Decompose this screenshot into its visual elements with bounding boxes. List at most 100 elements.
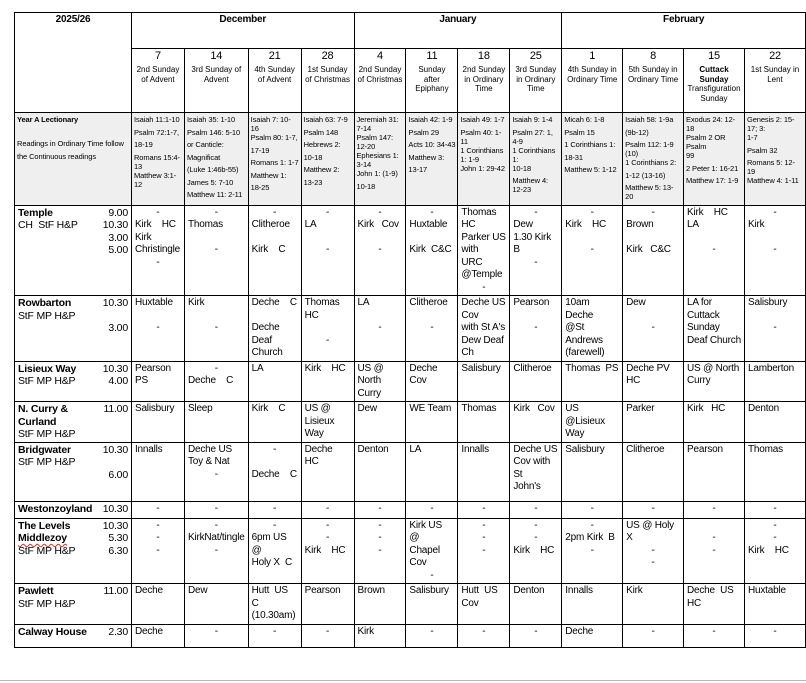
cell-temple-2: - Clitheroe Kirk C [247,204,302,296]
lectionary-readings-cell: Exodus 24: 12-18 Psalm 2 OR Psalm 99 2 Pete… [683,112,745,206]
row-calway-house: Calway House 2.30 Deche - - - Kirk - - - Deche - - - [14,623,806,648]
cell-westonzoyland-6: - [457,500,511,519]
row-n-curry-curland: N. Curry & Curland StF MP H&P 11.00 Salisbu… [14,401,806,443]
cell-lisieux-way-5: Deche Cov [405,360,459,402]
cell-temple-10: Kirk HC LA - [683,204,745,296]
church-label-temple: Temple CH StF H&P 9.00 10.30 3.00 5.00 [14,204,132,296]
cell-bridgwater-4: Denton [353,441,407,502]
cell-calway-house-10: - [683,623,745,648]
cell-pawlett-9: Kirk [622,583,684,625]
cell-westonzoyland-7: - [509,500,563,519]
cell-temple-4: - Kirk Cov - [353,204,407,296]
date-header: 4 2nd Sunday of Christmas [353,48,407,113]
row-pawlett: Pawlett StF MP H&P 11.00 Deche Dew Hutt US C(… [14,583,806,625]
cell-pawlett-8: Innalls [561,583,624,625]
cell-bridgwater-8: Salisbury [561,441,624,502]
date-header: 25 3rd Sunday in Ordinary Time [509,48,563,113]
cell-temple-8: - Kirk HC - [561,204,624,296]
cell-rowbarton-2: Deche C Deche Deaf Church [247,295,302,362]
month-header-row: 2025/26 December January February [14,12,806,113]
month-header: February [561,12,806,49]
service-times: 11.00 [103,585,128,597]
cell-n-curry-curland-4: Dew [353,401,407,443]
date-header: 18 2nd Sunday in Ordinary Time [457,48,511,113]
cell-temple-9: - Brown Kirk C&C [622,204,684,296]
cell-rowbarton-5: Clitheroe - [405,295,459,362]
month-header: December [130,12,355,49]
cell-bridgwater-5: LA [405,441,459,502]
service-times: 10.30 3.00 [102,297,128,334]
cell-rowbarton-3: Thomas HC - [300,295,355,362]
church-label-westonzoyland: Westonzoyland 10.30 [14,500,132,519]
cell-lisieux-way-6: Salisbury [457,360,511,402]
cell-n-curry-curland-10: Kirk HC [683,401,745,443]
cell-westonzoyland-9: - [622,500,684,519]
main-schedule-table-container: 2025/26 December January February 7 2nd Sunda… [14,12,806,648]
cell-rowbarton-8: 10am Deche @St Andrews (farewell) [561,295,624,362]
table-separator [0,679,806,681]
cell-rowbarton-1: Kirk - [183,295,249,362]
cell-bridgwater-2: - Deche C [247,441,302,502]
lectionary-readings-cell: Isaiah 11:1-10 Psalm 72:1-7, 18-19 Romans 1… [130,112,185,206]
service-times: 10.30 4.00 [102,362,128,388]
cell-rowbarton-9: Dew - [622,295,684,362]
cell-bridgwater-9: Clitheroe [622,441,684,502]
cell-westonzoyland-3: - [300,500,355,519]
cell-temple-7: - Dew 1.30 Kirk B- [509,204,563,296]
service-times: 10.30 [102,502,128,515]
cell-levels-middlezoy-3: - - Kirk HC [300,517,355,584]
cell-rowbarton-0: Huxtable - [130,295,185,362]
cell-n-curry-curland-9: Parker [622,401,684,443]
date-header: 28 1st Sunday of Christmas [300,48,355,113]
church-label-pawlett: Pawlett StF MP H&P 11.00 [14,583,132,625]
service-times: 9.00 10.30 3.00 5.00 [102,206,128,257]
cell-bridgwater-0: Innalls [130,441,185,502]
cell-westonzoyland-5: - [405,500,459,519]
date-header-row: 7 2nd Sunday of Advent 14 3rd Sunday of Adv… [15,48,806,113]
service-times: 10.30 5.30 6.30 [102,519,128,557]
cell-lisieux-way-8: Thomas PS [561,360,624,402]
cell-calway-house-4: Kirk [353,623,407,648]
cell-calway-house-2: - [247,623,302,648]
circuit-plan-table: 2025/26 December January February 7 2nd Sunda… [14,12,806,648]
cell-calway-house-8: Deche [561,623,624,648]
cell-temple-5: - Huxtable Kirk C&C [405,204,459,296]
cell-rowbarton-4: LA - [353,295,407,362]
church-label-n-curry-curland: N. Curry & Curland StF MP H&P 11.00 [14,401,132,443]
cell-bridgwater-7: Deche US Cov with St John's [509,441,563,502]
cell-calway-house-5: - [405,623,459,648]
cell-westonzoyland-10: - [683,500,745,519]
cell-lisieux-way-1: - Deche C [183,360,249,402]
lectionary-row: Year A Lectionary Readings in Ordinary Ti… [14,112,806,206]
service-times: 11.00 [103,403,128,415]
cell-pawlett-10: Deche US HC [683,583,745,625]
date-header: 14 3rd Sunday of Advent [183,48,249,113]
cell-levels-middlezoy-8: -2pm Kirk B- [561,517,624,584]
cell-lisieux-way-3: Kirk HC [300,360,355,402]
date-header: 15 Cuttack Sunday Transfiguration Sunday [683,48,745,113]
spellcheck-underline: Middlezoy [18,532,67,544]
cell-westonzoyland-11: - [743,500,806,519]
cell-pawlett-0: Deche [130,583,185,625]
row-lisieux-way: Lisieux Way StF MP H&P 10.30 4.00 Pearson PS… [14,360,806,402]
lectionary-readings-cell: Isaiah 58: 1-9a (9b-12) Psalm 112: 1-9 (10… [622,112,684,206]
cell-westonzoyland-1: - [183,500,249,519]
cell-pawlett-11: Huxtable [743,583,806,625]
row-bridgwater: Bridgwater StF MP H&P 10.30 6.00 Innalls Dec… [14,441,806,502]
cell-westonzoyland-4: - [353,500,407,519]
cell-temple-1: - Thomas - [183,204,249,296]
cell-n-curry-curland-0: Salisbury [130,401,185,443]
cell-levels-middlezoy-1: - KirkNat/tingle - [183,517,249,584]
date-header: 11 Sunday after Epiphany [405,48,459,113]
cell-n-curry-curland-3: US @ Lisieux Way [300,401,355,443]
cell-calway-house-0: Deche [130,623,185,648]
row-temple: Temple CH StF H&P 9.00 10.30 3.00 5.00 - Kirk H… [14,204,806,296]
cell-pawlett-3: Pearson [300,583,355,625]
cell-westonzoyland-0: - [130,500,185,519]
cell-pawlett-1: Dew [183,583,249,625]
service-times: 10.30 6.00 [102,443,128,481]
cell-westonzoyland-2: - [247,500,302,519]
cell-n-curry-curland-8: US @Lisieux Way [561,401,624,443]
lectionary-readings-cell: Genesis 2: 15-17; 3: 1-7 Psalm 32 Romans 5:… [743,112,806,206]
